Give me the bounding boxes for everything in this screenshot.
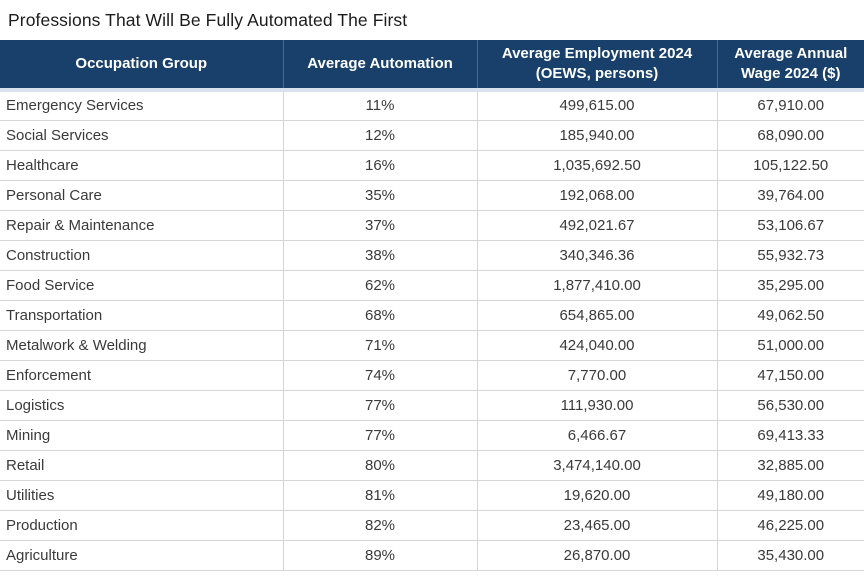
- table-row: Mining 77% 6,466.67 69,413.33: [0, 420, 864, 451]
- cell-average-automation: 16%: [282, 150, 477, 181]
- cell-average-automation: 12%: [282, 120, 477, 151]
- cell-occupation-group: Retail: [0, 450, 283, 481]
- table-row: Metalwork & Welding 71% 424,040.00 51,000.0…: [0, 330, 864, 361]
- cell-average-automation: 82%: [282, 510, 477, 541]
- cell-average-automation: 80%: [282, 450, 477, 481]
- cell-average-automation: 11%: [282, 90, 477, 121]
- cell-average-employment: 7,770.00: [476, 360, 717, 391]
- cell-average-employment: 340,346.36: [476, 240, 717, 271]
- cell-average-employment: 185,940.00: [476, 120, 717, 151]
- cell-average-annual-wage: 39,764.00: [716, 180, 864, 211]
- cell-average-annual-wage: 56,530.00: [716, 390, 864, 421]
- cell-occupation-group: Food Service: [0, 270, 283, 301]
- cell-average-annual-wage: 68,090.00: [716, 120, 864, 151]
- cell-average-automation: 37%: [282, 210, 477, 241]
- cell-occupation-group: Emergency Services: [0, 90, 283, 121]
- cell-occupation-group: Agriculture: [0, 540, 283, 571]
- table-row: Healthcare 16% 1,035,692.50 105,122.50: [0, 150, 864, 181]
- cell-average-automation: 81%: [282, 480, 477, 511]
- column-header-average-annual-wage: Average Annual Wage 2024 ($): [716, 40, 864, 92]
- table-row: Social Services 12% 185,940.00 68,090.00: [0, 120, 864, 151]
- cell-average-employment: 192,068.00: [476, 180, 717, 211]
- table-row: Repair & Maintenance 37% 492,021.67 53,106.…: [0, 210, 864, 241]
- cell-average-annual-wage: 53,106.67: [716, 210, 864, 241]
- cell-average-employment: 654,865.00: [476, 300, 717, 331]
- cell-average-annual-wage: 67,910.00: [716, 90, 864, 121]
- cell-average-annual-wage: 55,932.73: [716, 240, 864, 271]
- table-row: Transportation 68% 654,865.00 49,062.50: [0, 300, 864, 331]
- cell-average-employment: 19,620.00: [476, 480, 717, 511]
- table-header-row: Occupation Group Average Automation Aver…: [0, 40, 864, 92]
- cell-average-employment: 26,870.00: [476, 540, 717, 571]
- cell-average-annual-wage: 105,122.50: [716, 150, 864, 181]
- cell-average-automation: 35%: [282, 180, 477, 211]
- cell-average-annual-wage: 32,885.00: [716, 450, 864, 481]
- table-row: Agriculture 89% 26,870.00 35,430.00: [0, 540, 864, 571]
- cell-average-employment: 1,035,692.50: [476, 150, 717, 181]
- cell-occupation-group: Social Services: [0, 120, 283, 151]
- table-row: Food Service 62% 1,877,410.00 35,295.00: [0, 270, 864, 301]
- cell-average-annual-wage: 49,180.00: [716, 480, 864, 511]
- cell-occupation-group: Transportation: [0, 300, 283, 331]
- column-header-average-automation: Average Automation: [282, 40, 477, 92]
- cell-average-employment: 424,040.00: [476, 330, 717, 361]
- cell-occupation-group: Metalwork & Welding: [0, 330, 283, 361]
- data-table: Occupation Group Average Automation Aver…: [0, 40, 864, 571]
- cell-occupation-group: Personal Care: [0, 180, 283, 211]
- cell-average-annual-wage: 47,150.00: [716, 360, 864, 391]
- page-title: Professions That Will Be Fully Automated…: [8, 9, 408, 30]
- column-header-occupation-group: Occupation Group: [0, 40, 283, 92]
- cell-occupation-group: Repair & Maintenance: [0, 210, 283, 241]
- cell-occupation-group: Logistics: [0, 390, 283, 421]
- cell-average-employment: 492,021.67: [476, 210, 717, 241]
- cell-average-annual-wage: 49,062.50: [716, 300, 864, 331]
- cell-average-employment: 3,474,140.00: [476, 450, 717, 481]
- table-row: Emergency Services 11% 499,615.00 67,910.00: [0, 90, 864, 121]
- cell-average-employment: 1,877,410.00: [476, 270, 717, 301]
- cell-occupation-group: Enforcement: [0, 360, 283, 391]
- column-header-average-employment: Average Employment 2024 (OEWS, persons): [476, 40, 717, 92]
- cell-average-employment: 23,465.00: [476, 510, 717, 541]
- table-row: Logistics 77% 111,930.00 56,530.00: [0, 390, 864, 421]
- cell-average-annual-wage: 35,430.00: [716, 540, 864, 571]
- cell-average-employment: 499,615.00: [476, 90, 717, 121]
- table-row: Personal Care 35% 192,068.00 39,764.00: [0, 180, 864, 211]
- cell-average-automation: 74%: [282, 360, 477, 391]
- table-row: Enforcement 74% 7,770.00 47,150.00: [0, 360, 864, 391]
- cell-average-annual-wage: 46,225.00: [716, 510, 864, 541]
- table-row: Construction 38% 340,346.36 55,932.73: [0, 240, 864, 271]
- cell-average-automation: 62%: [282, 270, 477, 301]
- cell-occupation-group: Utilities: [0, 480, 283, 511]
- cell-average-employment: 6,466.67: [476, 420, 717, 451]
- cell-average-automation: 89%: [282, 540, 477, 571]
- cell-average-employment: 111,930.00: [476, 390, 717, 421]
- table-row: Utilities 81% 19,620.00 49,180.00: [0, 480, 864, 511]
- table-body: Emergency Services 11% 499,615.00 67,910.00…: [0, 90, 864, 571]
- cell-average-automation: 71%: [282, 330, 477, 361]
- cell-average-automation: 68%: [282, 300, 477, 331]
- cell-average-annual-wage: 69,413.33: [716, 420, 864, 451]
- table-row: Retail 80% 3,474,140.00 32,885.00: [0, 450, 864, 481]
- cell-occupation-group: Production: [0, 510, 283, 541]
- cell-average-automation: 38%: [282, 240, 477, 271]
- table-row: Production 82% 23,465.00 46,225.00: [0, 510, 864, 541]
- cell-average-annual-wage: 35,295.00: [716, 270, 864, 301]
- cell-occupation-group: Mining: [0, 420, 283, 451]
- cell-average-automation: 77%: [282, 390, 477, 421]
- page-root: Professions That Will Be Fully Automated…: [0, 9, 864, 571]
- cell-average-automation: 77%: [282, 420, 477, 451]
- cell-occupation-group: Healthcare: [0, 150, 283, 181]
- cell-average-annual-wage: 51,000.00: [716, 330, 864, 361]
- cell-occupation-group: Construction: [0, 240, 283, 271]
